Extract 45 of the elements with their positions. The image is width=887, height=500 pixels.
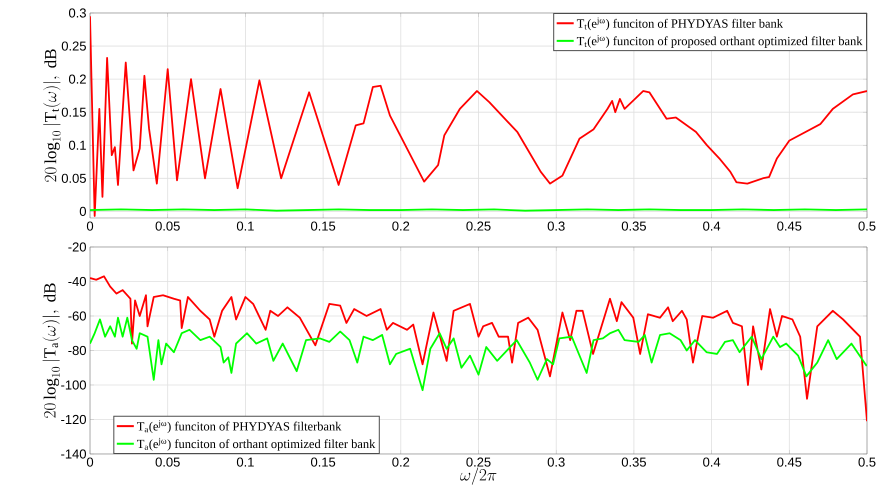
y-tick-label: -140 [61,449,86,459]
x-tick-label: 0.4 [703,222,720,231]
x-tick-label: 0.1 [236,458,254,467]
y-tick-label: -20 [68,242,86,252]
legend-label: T$_{a}$(e$^{jω}$) funciton of PHYDYAS filterbank [137,420,342,434]
y-tick-label: 0.2 [68,74,86,84]
x-tick-label: 0.3 [548,222,565,231]
x-tick-label: 0.05 [156,458,180,467]
legend-label: T$_{t}$(e$^{jω}$) funciton of PHYDYAS filter bank [576,17,783,30]
y-tick-label: -80 [68,346,86,356]
x-tick-label: 0.2 [392,458,410,467]
y-tick-label: -60 [68,311,86,321]
x-tick-label: 0.35 [622,222,646,231]
line-series [90,316,868,392]
x-tick-label: 0.15 [311,458,336,467]
y-tick-label: 0.15 [62,108,86,117]
legend-label: T$_{a}$(e$^{jω}$) funciton of orthant optimized filter bank [137,438,376,451]
y-tick-label: -120 [61,414,86,424]
y-axis-title: $20\log_{10}|\mathrm{T}_{\mathrm{t}}(\omega)|,\ \mathrm{dB}$ [43,49,61,182]
y-tick-label: 0 [80,206,86,216]
x-tick-label: 0.1 [236,222,254,231]
x-tick-label: 0.35 [622,458,646,467]
x-tick-label: 0.4 [703,458,720,467]
x-tick-label: 0 [86,458,94,467]
x-tick-label: 0.5 [858,458,876,467]
y-tick-label: 0.3 [68,8,86,18]
x-tick-label: 0 [86,222,94,231]
x-tick-label: 0.15 [311,222,336,231]
x-tick-label: 0.45 [777,458,802,467]
y-tick-label: 0.1 [68,140,86,150]
x-tick-label: 0.45 [777,222,802,231]
x-tick-label: 0.25 [466,458,491,467]
legend-label: T$_{t}$(e$^{jω}$) funciton of proposed orthant optimized filter bank [576,35,863,48]
y-tick-label: 0.25 [62,41,86,51]
x-tick-label: 0.05 [156,222,180,231]
x-axis-title: $\omega/2\pi$ [460,468,496,485]
y-tick-label: -100 [61,380,86,390]
y-tick-label: 0.05 [62,174,86,183]
x-tick-label: 0.5 [858,222,876,231]
line-series [90,15,868,217]
y-axis-title: $20\log_{10}|\mathrm{T}_{\mathrm{a}}(\omega)|,\ \mathrm{dB}$ [42,283,60,418]
x-tick-label: 0.25 [466,222,491,231]
x-tick-label: 0.2 [392,222,410,231]
x-tick-label: 0.3 [548,458,565,467]
y-tick-label: -40 [68,276,86,286]
